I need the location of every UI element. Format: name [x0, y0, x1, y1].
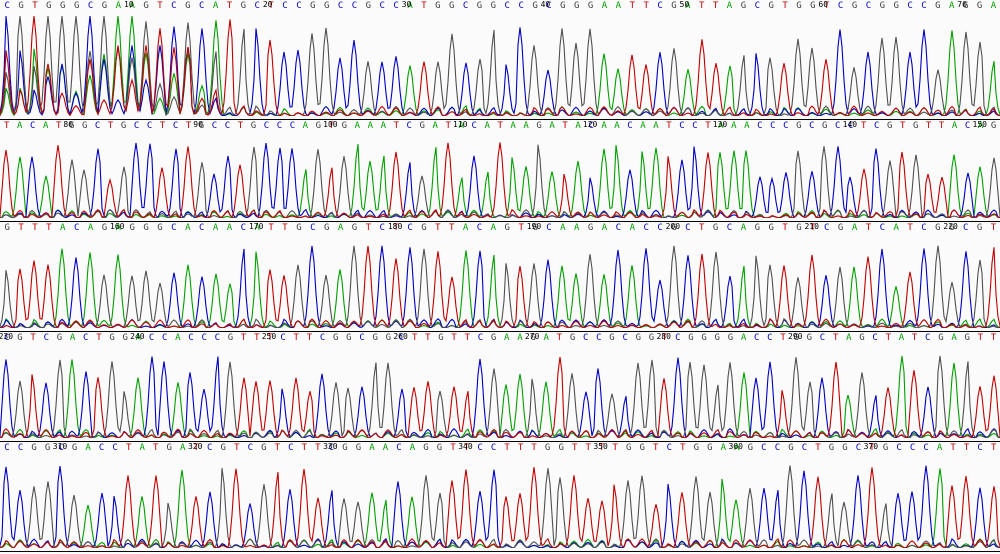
trace-A: [0, 144, 1000, 218]
trace-A: [0, 249, 1000, 328]
trace-C: [0, 246, 1000, 328]
position-tick: 210: [805, 222, 819, 231]
position-tick: 10: [124, 0, 134, 9]
position-tick: 110: [453, 120, 467, 129]
position-tick: 150: [973, 120, 987, 129]
position-tick: 160: [110, 222, 124, 231]
position-tick: 80: [63, 120, 73, 129]
trace-svg: [0, 134, 1000, 218]
chromatogram-panel: TACATGGCTGCCTCTGCCTGCCCAGTGAAATCGATACATA…: [0, 120, 1000, 222]
position-tick: 280: [656, 332, 670, 341]
position-tick: 330: [323, 442, 337, 451]
position-tick: 200: [666, 222, 680, 231]
position-tick: 40: [541, 0, 551, 9]
position-tick: 230: [0, 332, 13, 341]
trace-C: [0, 357, 1000, 438]
position-tick: 180: [388, 222, 402, 231]
position-tick: 70: [957, 0, 967, 9]
trace-svg: [0, 236, 1000, 328]
position-tick: 170: [249, 222, 263, 231]
position-tick: 30: [402, 0, 412, 9]
trace-T: [0, 142, 1000, 218]
position-tick: 140: [843, 120, 857, 129]
trace-C: [0, 16, 1000, 116]
position-tick: 290: [788, 332, 802, 341]
position-tick: 130: [713, 120, 727, 129]
position-tick: 250: [262, 332, 276, 341]
position-tick: 360: [728, 442, 742, 451]
chromatogram-container: CGTGGGCGAAGTCGCATGCTCCGGCCGCCATGGCGGCCGC…: [0, 0, 1000, 554]
chromatogram-panel: CCGGCGACCTATGATCGTCGTCTTCGGAACAGGTTCCTTT…: [0, 442, 1000, 552]
position-tick: 190: [527, 222, 541, 231]
trace-G: [0, 246, 1000, 328]
position-tick: 310: [53, 442, 67, 451]
trace-G: [0, 145, 1000, 218]
position-tick: 20: [263, 0, 273, 9]
position-tick: 50: [680, 0, 690, 9]
position-tick: 270: [525, 332, 539, 341]
trace-T: [0, 467, 1000, 548]
trace-C: [0, 143, 1000, 218]
position-tick: 60: [818, 0, 828, 9]
position-tick: 240: [130, 332, 144, 341]
trace-T: [0, 246, 1000, 328]
chromatogram-panel: CGTGGGCGAAGTCGCATGCTCCGGCCGCCATGGCGGCCGC…: [0, 0, 1000, 120]
position-tick: 100: [323, 120, 337, 129]
position-tick: 340: [458, 442, 472, 451]
chromatogram-panel: GTTTACAGAGGGCACAACATTGCGAGTCTCGTTACAGTGC…: [0, 222, 1000, 332]
position-tick: 90: [193, 120, 203, 129]
position-tick: 350: [593, 442, 607, 451]
position-tick: 370: [864, 442, 878, 451]
trace-svg: [0, 14, 1000, 116]
position-tick: 260: [393, 332, 407, 341]
trace-svg: [0, 456, 1000, 548]
position-tick: 220: [943, 222, 957, 231]
chromatogram-panel: CGTCGACTGGACCACCCGTTTCTTCGGCGGCTTGTTCGAA…: [0, 332, 1000, 442]
position-tick: 320: [188, 442, 202, 451]
trace-svg: [0, 346, 1000, 438]
position-tick: 120: [583, 120, 597, 129]
